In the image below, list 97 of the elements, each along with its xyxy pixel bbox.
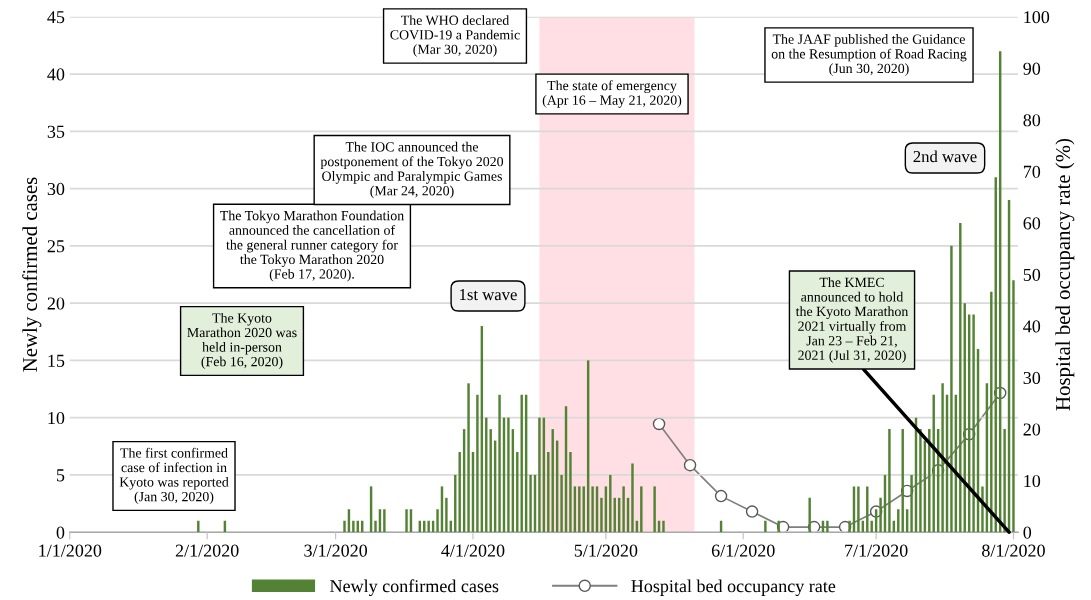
y-tick-label: 0	[56, 526, 65, 539]
bar	[352, 520, 355, 533]
bar	[498, 394, 501, 533]
y-tick-label: 45	[47, 11, 65, 24]
y2-tick-label: 90	[1023, 62, 1041, 75]
y-tick-label: 20	[47, 297, 65, 310]
bar	[1012, 280, 1015, 533]
bar	[764, 520, 767, 533]
bar	[609, 474, 612, 533]
bar	[578, 486, 581, 533]
annotation: The IOC announced the postponement of the Tokyo 2020 Olympic and Paralympic Games (Mar 24, 2020)	[320, 141, 504, 199]
bar	[197, 520, 200, 533]
legend-label: Newly confirmed cases	[330, 579, 499, 596]
bar	[622, 486, 625, 533]
bar	[848, 520, 851, 533]
y2-tick-label: 100	[1024, 11, 1050, 24]
bar	[777, 520, 780, 533]
y2-tick-label: 50	[1023, 268, 1041, 281]
bar	[928, 429, 931, 533]
bar	[959, 222, 962, 533]
y2-axis-title: Hospital bed occupancy rate (%)	[1055, 138, 1075, 411]
bar	[374, 520, 377, 533]
y2-tick-label: 60	[1023, 217, 1041, 230]
y-tick-label: 30	[47, 182, 65, 196]
bar	[520, 394, 523, 533]
annotation: The state of emergency (Apr 16 – May 21, 2020)	[542, 80, 682, 108]
annotation: 1st wave	[460, 289, 517, 301]
y-tick-label: 15	[48, 354, 65, 367]
bar	[857, 486, 860, 533]
y-tick-label: 40	[47, 68, 65, 81]
annotation: The Tokyo Marathon Foundation announced the cancellation of the general runner category for the Tokyo Marathon 2020 (Feb 17, 2020).	[220, 210, 404, 282]
bar	[919, 429, 922, 533]
y-tick-label: 25	[47, 240, 65, 253]
bar	[640, 486, 643, 533]
bar	[879, 497, 882, 533]
legend-label: Hospital bed occupancy rate	[631, 579, 836, 596]
point	[683, 458, 697, 472]
y2-tick-label: 40	[1023, 320, 1041, 333]
annotation: The first confirmed case of infection in Kyoto was reported (Jan 30, 2020)	[119, 447, 229, 505]
bar	[436, 509, 439, 533]
annotation: The Kyoto Marathon 2020 was held in-person (Feb 16, 2020)	[187, 312, 297, 370]
bar	[808, 497, 811, 533]
x-tick-label: 1/1/2020	[39, 544, 102, 557]
bar	[1003, 429, 1006, 533]
bar	[826, 520, 829, 533]
y-tick-label: 10	[48, 411, 65, 425]
bar	[653, 486, 656, 533]
bar	[476, 394, 479, 533]
y2-tick-label: 0	[1023, 526, 1032, 539]
x-tick-label: 3/1/2020	[304, 544, 368, 557]
y2-tick-label: 30	[1023, 371, 1041, 385]
y-axis-title: Newly confirmed cases	[22, 177, 42, 372]
y2-tick-label: 80	[1023, 114, 1041, 127]
y-tick-label: 35	[47, 125, 65, 138]
y2-tick-label: 10	[1024, 474, 1041, 488]
bar	[507, 417, 510, 533]
bar	[458, 452, 461, 533]
bar	[547, 452, 550, 533]
bar	[888, 429, 891, 533]
bar	[990, 291, 993, 533]
annotation: The WHO declared COVID-19 a Pandemic (Mar 30, 2020)	[390, 15, 520, 57]
annotation: The JAAF published the Guidance on the Resumption of Road Racing (Jun 30, 2020)	[771, 34, 967, 76]
bar	[600, 497, 603, 533]
bar	[529, 474, 532, 533]
bar	[950, 245, 953, 533]
x-tick-label: 5/1/2020	[574, 544, 638, 557]
bar	[489, 429, 492, 533]
bar	[631, 463, 634, 533]
bar	[467, 383, 470, 533]
point	[745, 505, 759, 518]
y2-tick-label: 20	[1023, 423, 1041, 436]
x-tick-label: 7/1/2020	[845, 544, 908, 557]
y-tick-label: 5	[56, 469, 65, 482]
y2-tick-label: 70	[1023, 165, 1041, 178]
bar	[941, 383, 944, 533]
bar	[591, 486, 594, 533]
x-tick-label: 2/1/2020	[175, 544, 239, 557]
annotation: 2nd wave	[913, 150, 977, 163]
bar	[560, 474, 563, 533]
point	[652, 417, 666, 431]
bar	[662, 520, 665, 533]
x-tick-label: 8/1/2020	[982, 544, 1045, 557]
bar	[901, 429, 904, 533]
point	[714, 489, 728, 503]
x-tick-label: 6/1/2020	[711, 544, 775, 557]
bar	[427, 520, 430, 533]
bar	[870, 520, 873, 533]
bar	[343, 520, 346, 533]
bar	[569, 452, 572, 533]
bar	[910, 474, 913, 533]
x-tick-label: 4/1/2020	[441, 544, 505, 557]
bar	[538, 417, 541, 533]
bar	[383, 509, 386, 533]
bar	[445, 497, 448, 533]
bar	[972, 314, 975, 533]
bar	[405, 509, 408, 533]
annotation: The KMEC announced to hold the Kyoto Marathon 2021 virtually from Jan 23 – Feb 21, 2021 (Jul 31, 2020)	[795, 277, 909, 363]
